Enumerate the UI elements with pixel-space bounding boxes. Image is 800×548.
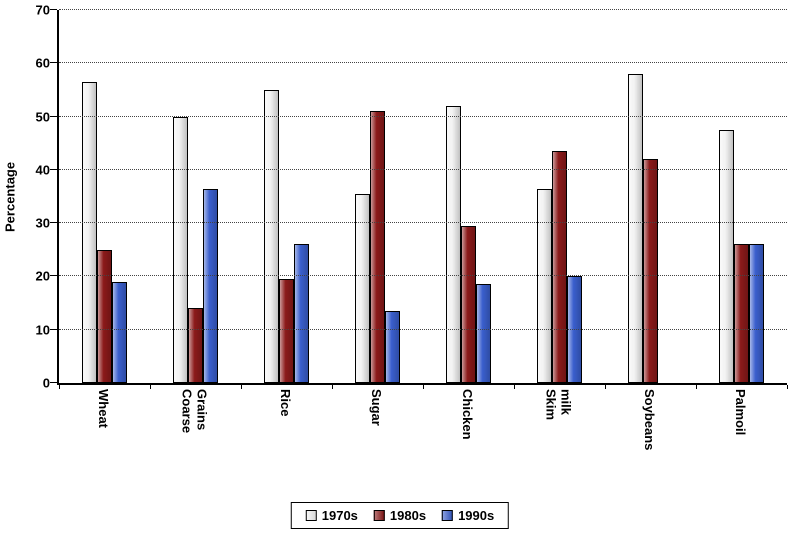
x-axis-label-palmoil: Palmoil xyxy=(732,389,748,436)
gridline-30 xyxy=(59,222,787,224)
gridline-50 xyxy=(59,115,787,117)
bar-1980s-skim-milk xyxy=(552,151,567,383)
bar-group-skim-milk xyxy=(537,10,582,383)
y-tick-mark xyxy=(50,62,57,64)
bar-1980s-palmoil xyxy=(734,244,749,383)
gridline-40 xyxy=(59,168,787,170)
x-tick-mark xyxy=(241,385,242,389)
x-axis-label-chicken: Chicken xyxy=(459,389,475,440)
bar-group-coarse-grains xyxy=(173,10,218,383)
x-axis-label-sugar: Sugar xyxy=(368,389,384,426)
bar-group-sugar xyxy=(355,10,400,383)
bar-1990s-palmoil xyxy=(749,244,764,383)
legend-swatch-1980s xyxy=(373,510,385,521)
bar-1980s-chicken xyxy=(461,225,476,383)
x-label-cell: Chicken xyxy=(421,389,512,497)
legend-label-1990s: 1990s xyxy=(458,508,495,523)
bar-group-soybeans xyxy=(628,10,673,383)
bar-1970s-coarse-grains xyxy=(173,116,188,383)
gridline-60 xyxy=(59,62,787,64)
x-axis-label-rice: Rice xyxy=(277,389,293,417)
y-tick-mark xyxy=(50,275,57,277)
y-tick-mark xyxy=(50,382,57,383)
x-tick-mark xyxy=(332,385,333,389)
bar-1970s-chicken xyxy=(446,105,461,383)
legend-item-1990s: 1990s xyxy=(442,508,494,523)
x-tick-mark xyxy=(605,385,606,389)
y-tick-mark xyxy=(50,9,57,10)
x-tick-mark xyxy=(787,385,788,389)
x-label-cell: Coarse Grains xyxy=(148,389,239,497)
y-tick-label-60: 60 xyxy=(35,55,50,71)
x-axis-label-soybeans: Soybeans xyxy=(641,389,657,451)
bar-1980s-rice xyxy=(279,279,294,383)
bar-1980s-coarse-grains xyxy=(188,308,203,383)
bar-1980s-soybeans xyxy=(643,159,658,383)
bar-1970s-palmoil xyxy=(719,129,734,383)
bar-1970s-rice xyxy=(264,89,279,383)
bar-group-rice xyxy=(264,10,309,383)
x-axis-label-skim-milk: Skim milk xyxy=(543,389,574,421)
x-label-cell: Rice xyxy=(239,389,330,497)
x-axis-label-coarse-grains: Coarse Grains xyxy=(179,389,210,434)
bar-1990s-wheat xyxy=(112,281,127,383)
y-axis-title: Percentage xyxy=(2,161,18,232)
bar-1990s-chicken xyxy=(476,284,491,383)
legend-item-1980s: 1980s xyxy=(373,508,427,523)
bar-1970s-skim-milk xyxy=(537,188,552,383)
gridline-20 xyxy=(59,275,787,277)
bar-1970s-soybeans xyxy=(628,73,643,383)
legend-label-1980s: 1980s xyxy=(389,508,427,523)
x-tick-mark xyxy=(59,385,60,389)
x-label-cell: Soybeans xyxy=(603,389,694,497)
gridline-10 xyxy=(59,328,787,330)
x-axis-labels: Wheat Coarse Grains Rice Sugar Chicken Skim m… xyxy=(57,389,785,497)
y-tick-label-40: 40 xyxy=(35,162,50,178)
legend-swatch-1970s xyxy=(305,510,317,521)
bar-group-wheat xyxy=(82,10,127,383)
y-tick-label-50: 50 xyxy=(35,109,50,125)
x-axis-label-wheat: Wheat xyxy=(95,389,111,428)
y-tick-mark xyxy=(50,168,57,170)
legend-label-1970s: 1970s xyxy=(321,508,358,523)
y-tick-label-20: 20 xyxy=(35,268,50,284)
bar-group-chicken xyxy=(446,10,491,383)
legend-item-1970s: 1970s xyxy=(305,508,358,523)
bar-1970s-sugar xyxy=(355,193,370,383)
x-tick-mark xyxy=(150,385,151,389)
x-label-cell: Sugar xyxy=(330,389,421,497)
gridline-70 xyxy=(59,9,787,10)
bar-1990s-skim-milk xyxy=(567,276,582,383)
y-axis-tick-labels: 0 10 20 30 40 50 60 70 xyxy=(20,3,52,391)
legend-swatch-1990s xyxy=(442,510,454,521)
y-tick-label-0: 0 xyxy=(42,375,50,391)
y-tick-label-10: 10 xyxy=(35,322,50,338)
bars-container xyxy=(59,10,787,383)
y-tick-label-70: 70 xyxy=(35,2,50,18)
y-tick-mark xyxy=(50,115,57,117)
bar-1980s-wheat xyxy=(97,249,112,383)
legend: 1970s 1980s 1990s xyxy=(290,502,510,529)
bar-1970s-wheat xyxy=(82,81,97,383)
x-tick-mark xyxy=(514,385,515,389)
bar-1990s-sugar xyxy=(385,311,400,383)
x-label-cell: Palmoil xyxy=(694,389,785,497)
bar-1980s-sugar xyxy=(370,111,385,383)
plot-area xyxy=(50,9,788,389)
x-label-cell: Wheat xyxy=(57,389,148,497)
y-tick-label-30: 30 xyxy=(35,215,50,231)
bar-1990s-rice xyxy=(294,244,309,383)
x-tick-mark xyxy=(696,385,697,389)
x-label-cell: Skim milk xyxy=(512,389,603,497)
bar-1990s-coarse-grains xyxy=(203,188,218,383)
x-tick-mark xyxy=(423,385,424,389)
y-tick-mark xyxy=(50,222,57,224)
y-tick-mark xyxy=(50,328,57,330)
bar-group-palmoil xyxy=(719,10,764,383)
